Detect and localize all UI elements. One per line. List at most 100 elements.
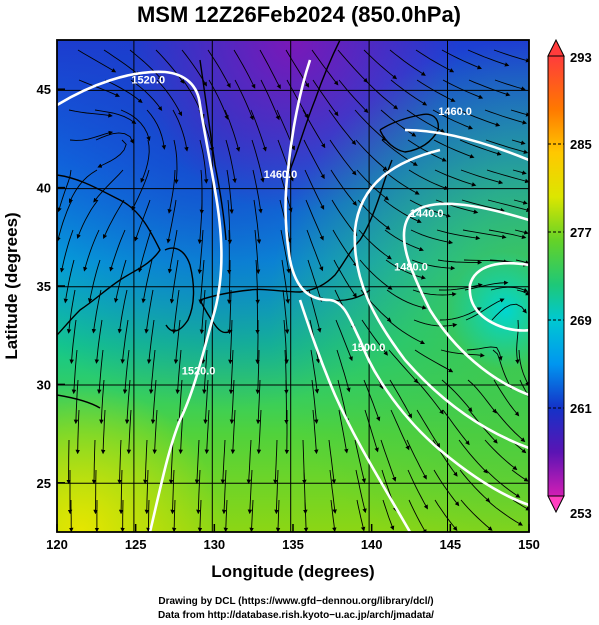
streamline xyxy=(225,139,237,184)
streamline xyxy=(486,499,523,526)
streamline xyxy=(117,439,122,485)
streamline xyxy=(312,409,319,455)
streamline xyxy=(312,79,339,117)
streamline xyxy=(173,319,181,365)
streamline xyxy=(416,409,441,448)
contour-label: 1520.0 xyxy=(131,74,165,86)
streamline xyxy=(196,469,201,515)
streamline xyxy=(277,139,294,182)
streamline xyxy=(131,169,150,211)
coastlines xyxy=(57,40,439,409)
contour-label: 1460.0 xyxy=(438,106,472,118)
streamline xyxy=(109,229,126,272)
streamline xyxy=(491,303,527,321)
streamline xyxy=(307,259,323,303)
streamline xyxy=(459,469,491,503)
streamline xyxy=(406,439,427,480)
streamline xyxy=(304,169,325,210)
streamline xyxy=(512,169,527,175)
colorbar: 293 285 277 269 261 253 xyxy=(547,38,592,521)
streamline xyxy=(273,439,278,485)
streamline xyxy=(388,349,419,384)
streamline xyxy=(168,439,174,485)
streamline xyxy=(510,109,529,117)
streamline xyxy=(259,49,281,90)
streamline xyxy=(255,349,261,395)
streamline xyxy=(383,199,422,223)
streamline xyxy=(260,79,280,121)
streamline xyxy=(516,289,529,296)
streamline xyxy=(382,499,395,531)
streamline xyxy=(468,79,511,97)
colorbar-tick-label: 269 xyxy=(570,313,592,328)
streamline xyxy=(513,199,528,205)
contour-label: 1440.0 xyxy=(410,208,444,220)
colorbar-top-arrow xyxy=(547,38,565,57)
streamline xyxy=(305,199,324,241)
x-tick-label: 120 xyxy=(46,537,68,552)
streamline xyxy=(331,199,358,237)
streamline xyxy=(207,49,231,88)
streamline xyxy=(66,289,76,334)
streamline xyxy=(467,49,510,67)
streamline xyxy=(199,289,206,335)
streamline xyxy=(120,109,151,142)
streamline xyxy=(57,169,72,213)
streamline xyxy=(463,259,509,264)
streamline xyxy=(76,199,99,239)
streamline xyxy=(414,349,454,373)
streamline xyxy=(226,169,234,214)
streamline xyxy=(156,79,183,117)
streamline xyxy=(95,132,134,144)
streamline xyxy=(440,349,485,358)
streamline xyxy=(433,139,475,159)
streamline xyxy=(484,439,518,471)
streamline xyxy=(514,229,529,235)
streamline xyxy=(487,199,529,213)
streamline xyxy=(363,49,398,80)
streamline xyxy=(78,79,120,97)
streamline xyxy=(409,199,451,218)
streamline xyxy=(458,109,501,127)
streamline xyxy=(167,229,178,274)
streamline xyxy=(73,379,79,425)
streamline xyxy=(134,199,151,242)
streamline xyxy=(251,139,265,183)
streamline xyxy=(91,439,97,485)
streamline xyxy=(356,169,390,201)
streamline xyxy=(389,379,412,419)
streamline xyxy=(173,139,179,185)
streamline xyxy=(464,280,509,291)
y-tick-label: 35 xyxy=(37,279,51,294)
streamline xyxy=(152,409,158,455)
x-axis-label: Longitude (degrees) xyxy=(211,562,374,581)
streamline xyxy=(126,409,132,455)
streamline xyxy=(83,229,100,272)
streamline xyxy=(198,259,205,305)
streamline xyxy=(465,298,505,321)
streamline xyxy=(416,79,456,102)
streamline xyxy=(143,439,148,485)
streamline xyxy=(91,289,102,334)
streamline xyxy=(442,79,484,99)
streamline xyxy=(437,259,483,265)
streamline xyxy=(390,409,410,451)
streamline xyxy=(363,379,381,422)
streamline xyxy=(175,349,182,395)
streamline xyxy=(337,379,350,424)
streamline xyxy=(518,349,529,387)
streamline xyxy=(335,319,353,362)
streamline xyxy=(407,139,447,162)
streamline xyxy=(493,379,520,417)
x-axis-ticks: 120 125 130 135 140 145 150 xyxy=(46,524,540,552)
streamline xyxy=(141,259,153,304)
x-tick-label: 140 xyxy=(361,537,383,552)
streamline xyxy=(99,379,105,425)
streamline xyxy=(247,469,253,515)
colorbar-scale xyxy=(547,55,565,497)
streamline xyxy=(408,169,449,190)
streamline xyxy=(129,49,163,81)
streamline xyxy=(71,349,78,395)
streamline xyxy=(223,499,229,532)
streamline xyxy=(275,499,281,532)
